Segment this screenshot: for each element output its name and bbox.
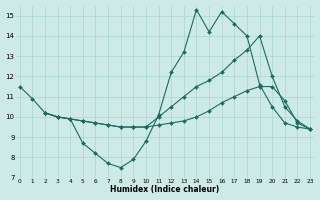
X-axis label: Humidex (Indice chaleur): Humidex (Indice chaleur) [110, 185, 220, 194]
